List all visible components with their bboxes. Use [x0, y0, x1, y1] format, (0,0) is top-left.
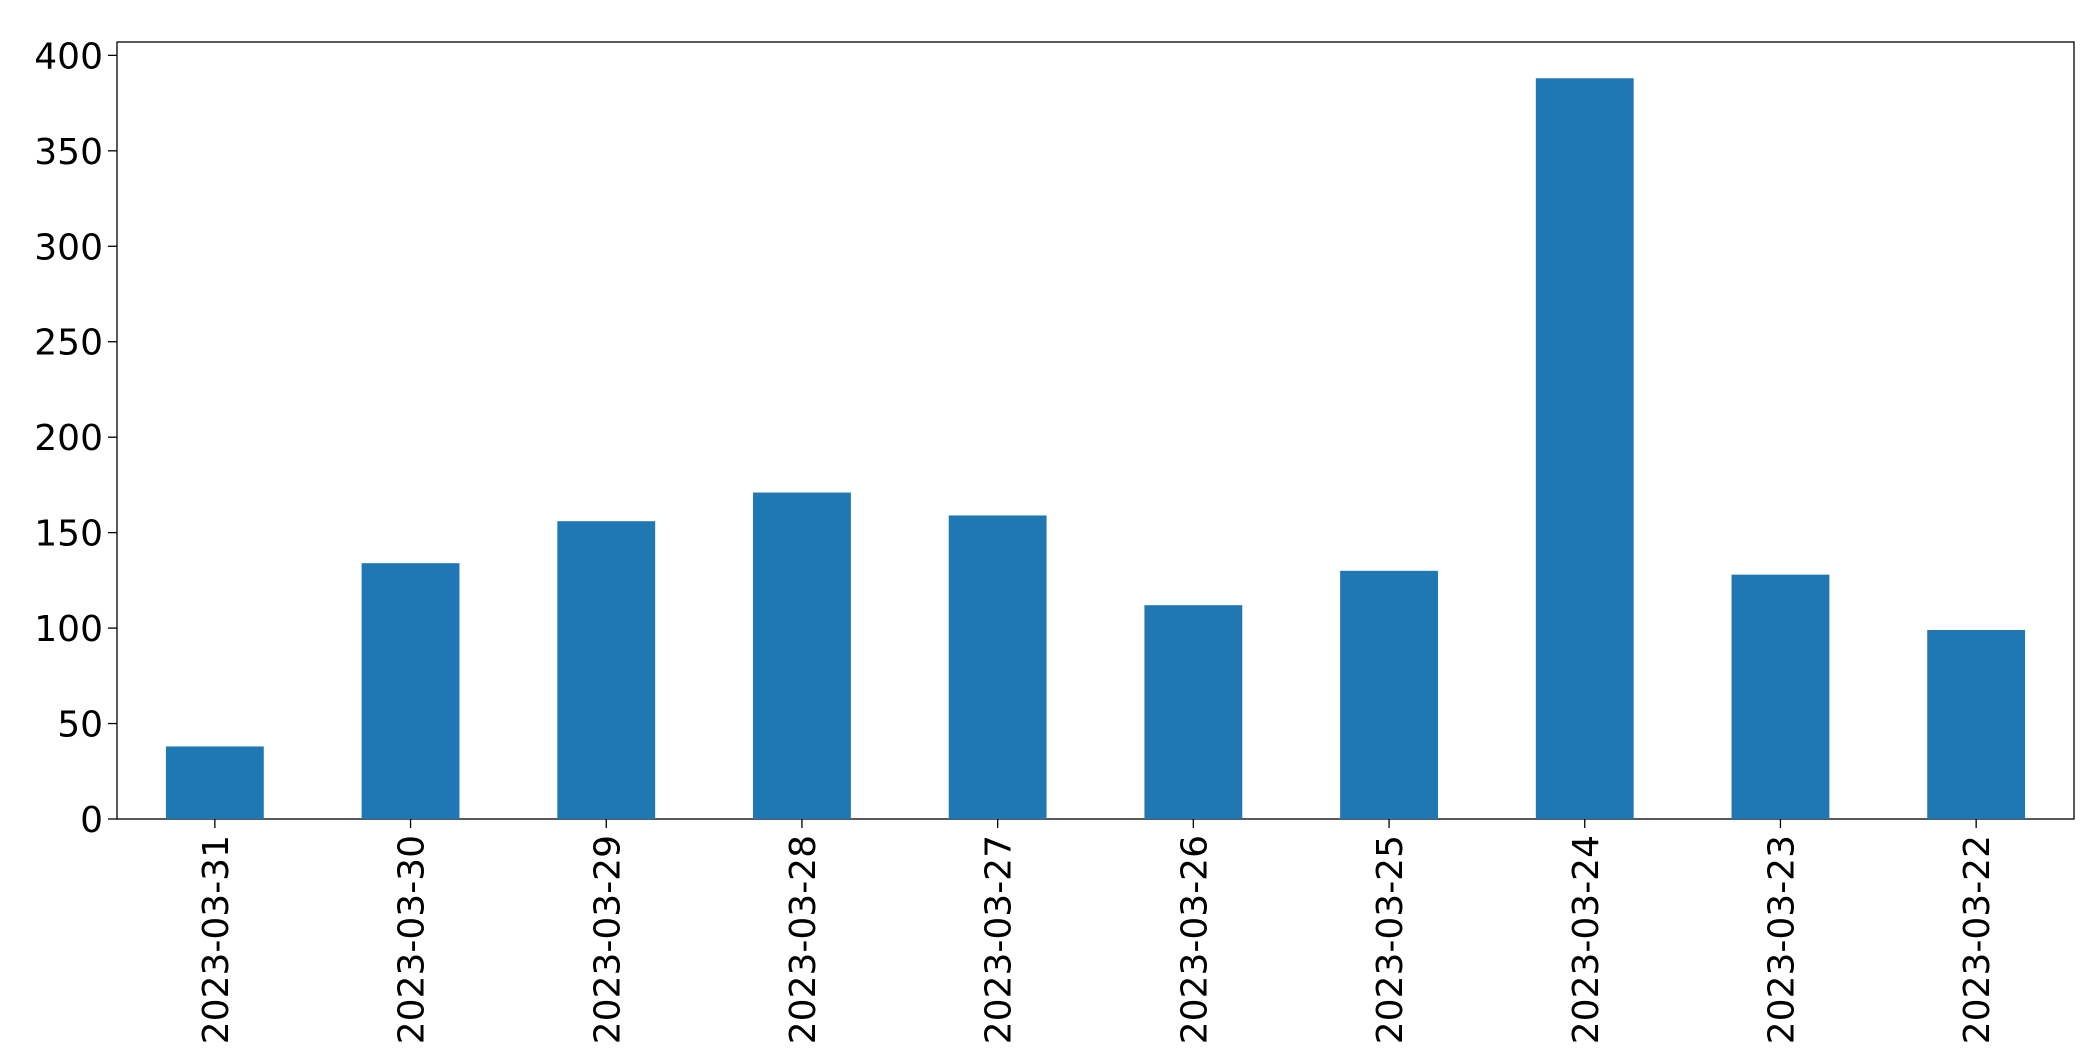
- y-tick-label: 0: [80, 800, 103, 841]
- y-tick-label: 350: [34, 132, 103, 173]
- x-tick-label: 2023-03-27: [979, 835, 1020, 1044]
- y-tick-label: 200: [34, 418, 103, 459]
- x-tick-label: 2023-03-25: [1370, 835, 1411, 1044]
- y-tick-label: 50: [57, 705, 103, 746]
- y-tick-label: 400: [34, 36, 103, 77]
- x-tick-label: 2023-03-28: [783, 835, 824, 1044]
- x-tick-label: 2023-03-22: [1957, 835, 1998, 1044]
- x-tick-label: 2023-03-23: [1761, 835, 1802, 1044]
- plot-frame: [116, 41, 2075, 820]
- bar: [361, 563, 460, 819]
- bar: [165, 746, 264, 819]
- x-tick-label: 2023-03-30: [392, 835, 433, 1044]
- x-tick-label: 2023-03-26: [1174, 835, 1215, 1044]
- y-tick-label: 250: [34, 323, 103, 364]
- bar: [753, 492, 851, 819]
- y-tick-label: 300: [34, 227, 103, 268]
- bar: [1340, 570, 1438, 819]
- y-tick-label: 100: [34, 609, 103, 650]
- bar: [557, 521, 656, 819]
- bar: [1535, 78, 1634, 820]
- x-tick-label: 2023-03-24: [1566, 835, 1607, 1044]
- y-tick-label: 150: [34, 514, 103, 555]
- bar: [1927, 630, 2026, 819]
- bar: [1731, 574, 1830, 819]
- bar: [948, 515, 1047, 819]
- x-tick-label: 2023-03-29: [587, 835, 628, 1044]
- bar: [1144, 605, 1243, 819]
- x-tick-label: 2023-03-31: [196, 835, 237, 1044]
